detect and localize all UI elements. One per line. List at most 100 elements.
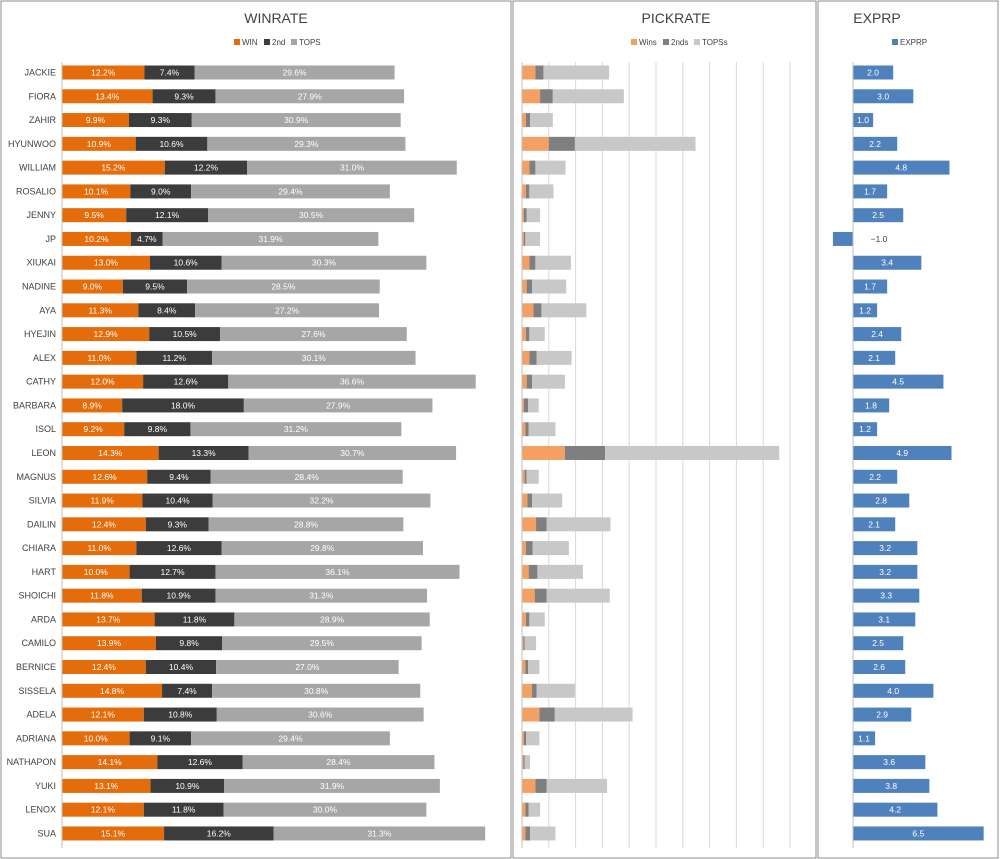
pickrate-bar-topss <box>532 493 563 508</box>
winrate-bar-2nd <box>157 755 243 770</box>
winrate-data-label: 11.8% <box>90 591 114 601</box>
pickrate-bar-wins <box>522 422 526 437</box>
exprp-data-label: 2.6 <box>873 662 885 672</box>
exprp-bar <box>853 517 896 532</box>
exprp-bar <box>853 636 904 651</box>
legend-label-wins: Wins <box>639 38 657 47</box>
pickrate-bars <box>522 65 780 841</box>
exprp-data-label: 2.9 <box>876 710 888 720</box>
winrate-bar-tops <box>208 517 404 532</box>
winrate-data-label: 8.4% <box>157 305 177 315</box>
winrate-data-label: 14.3% <box>98 448 123 458</box>
exprp-bar <box>853 65 894 80</box>
winrate-bar-win <box>62 755 158 770</box>
pickrate-bar-wins <box>522 541 527 556</box>
winrate-bar-win <box>62 445 159 460</box>
legend-swatch-wins <box>631 39 637 45</box>
winrate-bar-win <box>62 683 163 698</box>
pickrate-bar-2nds <box>526 327 530 342</box>
pickrate-bar-2nds <box>524 731 527 746</box>
exprp-data-label: 1.1 <box>858 733 870 743</box>
exprp-data-label: 2.2 <box>869 472 881 482</box>
winrate-bar-win <box>62 113 129 128</box>
exprp-title: EXPRP <box>853 10 900 26</box>
winrate-bar-2nd <box>164 160 248 175</box>
winrate-bar-win <box>62 255 150 270</box>
legend-swatch-exprp <box>892 39 898 45</box>
winrate-bar-2nd <box>149 255 222 270</box>
pickrate-bar-2nds <box>528 564 538 579</box>
pickrate-bar-2nds <box>529 350 537 365</box>
winrate-bar-2nd <box>164 826 274 841</box>
pickrate-bar-2nds <box>548 136 575 151</box>
pickrate-bar-2nds <box>535 65 544 80</box>
winrate-category-label: ADELA <box>26 710 56 720</box>
winrate-data-label: 30.1% <box>302 353 327 363</box>
winrate-data-label: 10.2% <box>84 234 109 244</box>
exprp-bar <box>853 113 874 128</box>
pickrate-bar-topss <box>529 612 545 627</box>
legend-swatch-2nds <box>663 39 669 45</box>
winrate-bar-tops <box>212 350 416 365</box>
winrate-data-label: 7.4% <box>177 686 197 696</box>
pickrate-bar-2nds <box>529 160 536 175</box>
exprp-bar <box>832 231 853 246</box>
winrate-data-label: 12.7% <box>160 567 185 577</box>
exprp-bar <box>853 374 944 389</box>
pickrate-bar-wins <box>522 612 527 627</box>
pickrate-bar-2nds <box>527 493 533 508</box>
winrate-bar-tops <box>191 184 390 199</box>
winrate-bar-tops <box>195 303 380 318</box>
legend-swatch-tops <box>291 39 297 45</box>
winrate-data-label: 31.9% <box>258 234 283 244</box>
winrate-data-label: 12.1% <box>91 710 116 720</box>
pickrate-bar-2nds <box>525 802 529 817</box>
winrate-data-label: 12.9% <box>94 329 119 339</box>
winrate-bar-tops <box>223 802 427 817</box>
winrate-bar-tops <box>207 136 406 151</box>
pickrate-bar-2nds <box>564 445 606 460</box>
winrate-bar-win <box>62 208 127 223</box>
winrate-data-label: 9.1% <box>151 733 171 743</box>
pickrate-bar-topss <box>532 374 565 389</box>
exprp-data-label: 3.1 <box>878 614 890 624</box>
winrate-bar-2nd <box>126 208 209 223</box>
winrate-data-label: 16.2% <box>207 828 232 838</box>
winrate-data-label: 4.7% <box>137 234 157 244</box>
winrate-data-label: 12.2% <box>91 68 116 78</box>
pickrate-bar-wins <box>522 113 527 128</box>
winrate-data-label: 9.4% <box>169 472 189 482</box>
exprp-data-label: 1.2 <box>859 305 871 315</box>
pickrate-bar-wins <box>522 445 565 460</box>
winrate-bar-2nd <box>147 469 211 484</box>
exprp-data-label: 4.0 <box>887 686 899 696</box>
pickrate-bar-2nds <box>524 398 529 413</box>
exprp-legend: EXPRP <box>892 38 927 47</box>
legend-label-topss: TOPSs <box>702 38 728 47</box>
pickrate-bar-wins <box>522 660 526 674</box>
exprp-data-label: 3.0 <box>877 91 889 101</box>
pickrate-bar-wins <box>522 755 524 770</box>
winrate-bar-tops <box>215 89 405 104</box>
exprp-data-label: 3.6 <box>883 757 895 767</box>
winrate-bar-2nd <box>143 802 224 817</box>
pickrate-bar-topss <box>546 588 610 603</box>
pickrate-bar-topss <box>535 160 566 175</box>
exprp-data-label: 4.8 <box>895 163 907 173</box>
winrate-category-label: NATHAPON <box>7 757 56 767</box>
legend-label-exprp: EXPRP <box>900 38 927 47</box>
exprp-bar <box>853 350 896 365</box>
winrate-bar-win <box>62 469 148 484</box>
winrate-bar-win <box>62 541 137 556</box>
winrate-data-label: 12.0% <box>91 377 116 387</box>
exprp-data-label: 4.5 <box>892 377 904 387</box>
pickrate-bar-wins <box>522 65 536 80</box>
winrate-data-label: 13.9% <box>97 638 122 648</box>
winrate-category-label: JP <box>45 234 56 244</box>
winrate-data-label: 10.9% <box>87 139 112 149</box>
pickrate-bar-topss <box>537 564 583 579</box>
winrate-data-label: 7.4% <box>160 68 180 78</box>
pickrate-bar-wins <box>522 279 527 294</box>
winrate-bar-2nd <box>124 422 191 437</box>
